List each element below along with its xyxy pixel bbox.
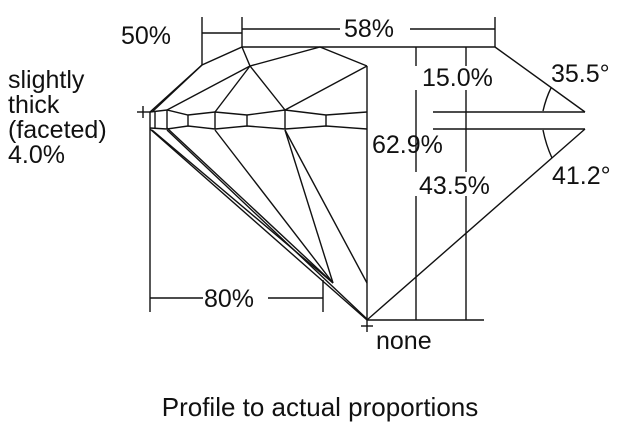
lower-half-label: 80% — [204, 285, 254, 313]
culet-label: none — [376, 327, 432, 355]
star-length-label: 50% — [121, 22, 171, 50]
pavilion-depth-label: 43.5% — [419, 172, 490, 200]
table-label: 58% — [344, 15, 394, 43]
crown-angle-label: 35.5° — [551, 60, 610, 88]
girdle-label-line2: thick — [8, 91, 60, 119]
crown-height-label: 15.0% — [422, 64, 493, 92]
crown-facets — [151, 46, 368, 113]
girdle-value: 4.0% — [8, 141, 65, 169]
girdle-facets — [149, 109, 368, 130]
pavilion-facets — [151, 127, 368, 320]
caption: Profile to actual proportions — [162, 392, 479, 422]
pavilion-angle-label: 41.2° — [552, 162, 611, 190]
girdle-label-line1: slightly — [8, 66, 85, 94]
total-depth-label: 62.9% — [372, 131, 443, 159]
girdle-label-line3: (faceted) — [8, 116, 107, 144]
